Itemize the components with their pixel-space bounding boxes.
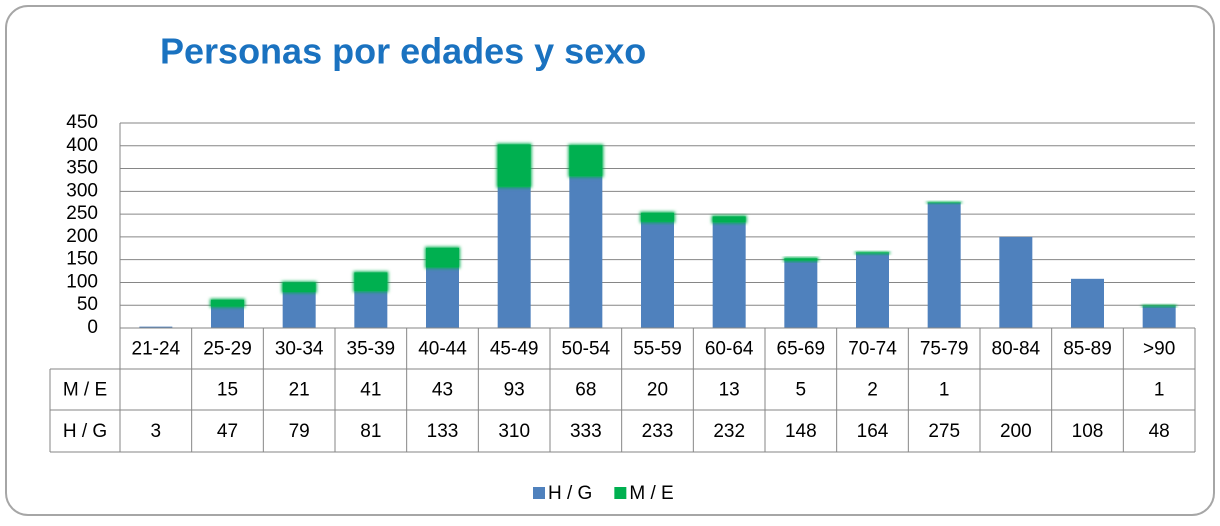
y-tick-label: 450 (66, 112, 98, 133)
table-value: 233 (642, 421, 674, 442)
x-tick-label: 55-59 (633, 339, 682, 360)
table-value: 164 (857, 421, 889, 442)
table-value: 5 (796, 380, 807, 401)
bar (1143, 306, 1176, 328)
table-value: 1 (939, 380, 950, 401)
table-value: 275 (928, 421, 960, 442)
table-value: 47 (217, 421, 238, 442)
x-tick-label: 75-79 (920, 339, 969, 360)
bar (426, 248, 459, 268)
table-value: 108 (1072, 421, 1104, 442)
bar (856, 253, 889, 328)
y-tick-label: 300 (66, 180, 98, 201)
x-tick-label: 85-89 (1063, 339, 1112, 360)
bar (426, 267, 459, 328)
chart-title: Personas por edades y sexo (160, 31, 646, 72)
bar (354, 291, 387, 328)
bar (211, 300, 244, 307)
row-header: M / E (63, 380, 107, 401)
bar (569, 176, 602, 328)
table-value: 41 (360, 380, 381, 401)
y-tick-label: 200 (66, 226, 98, 247)
legend-swatch (614, 487, 626, 499)
table-value: 232 (713, 421, 745, 442)
table-value: 1 (1154, 380, 1165, 401)
legend-label: H / G (548, 483, 592, 504)
legend-swatch (533, 487, 545, 499)
bar (283, 292, 316, 328)
bar (498, 187, 531, 328)
bar (928, 203, 961, 328)
y-tick-label: 50 (77, 294, 98, 315)
table-value: 93 (504, 380, 525, 401)
table-value: 3 (151, 421, 162, 442)
x-tick-label: >90 (1143, 339, 1175, 360)
y-tick-label: 350 (66, 158, 98, 179)
table-value: 79 (289, 421, 310, 442)
x-tick-label: 25-29 (203, 339, 252, 360)
table-value: 148 (785, 421, 817, 442)
table-value: 333 (570, 421, 602, 442)
bar (498, 144, 531, 186)
x-tick-label: 50-54 (562, 339, 611, 360)
table-value: 43 (432, 380, 453, 401)
x-tick-label: 35-39 (347, 339, 396, 360)
bar (713, 216, 746, 222)
x-tick-label: 70-74 (848, 339, 897, 360)
x-tick-label: 45-49 (490, 339, 539, 360)
y-tick-label: 250 (66, 203, 98, 224)
legend-label: M / E (629, 483, 673, 504)
frame (6, 6, 1214, 515)
bar (569, 145, 602, 176)
y-tick-label: 400 (66, 135, 98, 156)
bar (999, 237, 1032, 328)
table-value: 310 (498, 421, 530, 442)
table-value: 133 (427, 421, 459, 442)
y-tick-label: 150 (66, 249, 98, 270)
x-tick-label: 65-69 (777, 339, 826, 360)
table-value: 15 (217, 380, 238, 401)
table-value: 200 (1000, 421, 1032, 442)
bar (1071, 279, 1104, 328)
table-value: 68 (575, 380, 596, 401)
bar (641, 213, 674, 222)
x-tick-label: 40-44 (418, 339, 467, 360)
bar (784, 261, 817, 328)
bar (283, 282, 316, 292)
table-value: 20 (647, 380, 668, 401)
row-header: H / G (63, 421, 107, 442)
bar (784, 258, 817, 260)
table-value: 48 (1149, 421, 1170, 442)
bar (641, 222, 674, 328)
bar (211, 307, 244, 328)
bar (713, 222, 746, 328)
table-value: 2 (867, 380, 878, 401)
table-value: 21 (289, 380, 310, 401)
x-tick-label: 80-84 (992, 339, 1041, 360)
bar (354, 272, 387, 291)
x-tick-label: 60-64 (705, 339, 754, 360)
y-tick-label: 100 (66, 271, 98, 292)
table-value: 81 (360, 421, 381, 442)
bar (856, 252, 889, 253)
y-tick-label: 0 (87, 317, 98, 338)
x-tick-label: 30-34 (275, 339, 324, 360)
table-value: 13 (719, 380, 740, 401)
x-tick-label: 21-24 (132, 339, 181, 360)
